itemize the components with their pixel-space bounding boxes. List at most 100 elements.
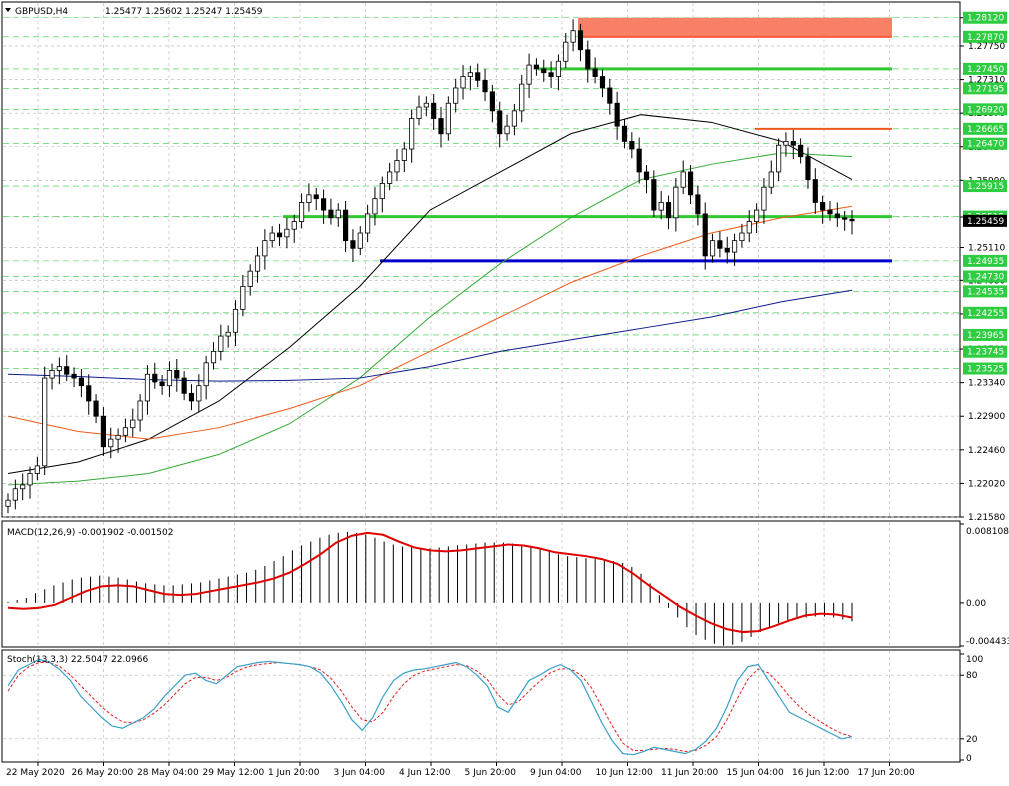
candle-body: [210, 350, 217, 364]
candle-body: [614, 102, 620, 127]
candle-body: [218, 335, 224, 352]
candle-body: [181, 377, 187, 394]
candle-body: [768, 171, 774, 188]
candle-body: [27, 473, 33, 486]
candle-body: [834, 213, 840, 219]
price-tick-label: 1.27310: [968, 76, 1005, 86]
candle-body: [790, 141, 796, 146]
time-tick-label: 26 May 20:00: [72, 768, 134, 778]
candle-body: [49, 370, 55, 379]
level-price-tag: [963, 82, 1007, 95]
candle-body: [357, 232, 363, 249]
candle-body: [188, 392, 195, 402]
candle-body: [313, 194, 319, 200]
candle-body: [240, 286, 246, 310]
candle-body: [350, 240, 356, 249]
candle-body: [746, 221, 752, 234]
time-tick-label: 9 Jun 04:00: [530, 768, 582, 778]
candle-body: [64, 366, 70, 375]
candle-body: [548, 72, 554, 77]
candle-body: [343, 209, 349, 242]
level-price-tag: [963, 180, 1007, 193]
candle-body: [820, 202, 826, 211]
candle-body: [680, 171, 686, 188]
candle-body: [607, 87, 613, 104]
candle-body: [108, 438, 114, 448]
level-price-label: 1.26665: [967, 125, 1004, 135]
level-price-tag: [963, 328, 1007, 341]
price-tick-label: 1.21580: [968, 513, 1005, 523]
macd-tick-label: 0.00: [966, 599, 986, 609]
level-layer: [283, 17, 892, 263]
level-price-tag: [963, 362, 1007, 375]
candle-body: [56, 366, 62, 371]
stoch-panel: [1, 649, 961, 763]
candle-body: [174, 370, 180, 379]
candle-body: [849, 218, 855, 222]
candle-body: [658, 202, 664, 211]
candle-body: [541, 68, 547, 74]
price-tick-label: 1.22900: [968, 412, 1005, 422]
time-tick-label: 15 Jun 04:00: [727, 768, 784, 778]
candle-body: [482, 79, 488, 93]
candle-body: [232, 308, 239, 333]
candle-body: [570, 30, 576, 43]
candle-body: [262, 240, 268, 257]
time-tick-label: 22 May 2020: [6, 768, 65, 778]
candle-body: [284, 228, 290, 238]
candle-body: [717, 240, 723, 249]
candle-body: [196, 385, 202, 402]
level-price-label: 1.26470: [967, 140, 1004, 150]
candle-body: [585, 49, 591, 70]
candle-body: [489, 91, 495, 112]
level-price-label: 1.24730: [967, 273, 1004, 283]
candle-body: [533, 64, 540, 70]
macd-tick-label: 0.008108: [966, 527, 1009, 537]
candle-body: [298, 202, 305, 222]
candle-body: [372, 198, 378, 215]
candle-body: [86, 385, 92, 402]
symbol-dropdown-icon[interactable]: [5, 8, 11, 12]
candle-body: [5, 499, 11, 507]
level-price-label: 1.27195: [967, 84, 1004, 94]
level-price-label: 1.24535: [967, 287, 1004, 297]
candle-body: [438, 118, 444, 135]
time-tick-label: 4 Jun 12:00: [399, 768, 451, 778]
candle-body: [511, 110, 517, 127]
candle-body: [71, 373, 77, 379]
time-axis: 22 May 2020 26 May 20:00 28 May 04:00 29 Ma…: [6, 762, 915, 778]
ma-orange-line: [7, 205, 853, 440]
macd-panel: [1, 520, 961, 648]
candle-body: [269, 232, 275, 242]
candle-body: [687, 171, 694, 196]
candle-body: [203, 362, 209, 387]
candle-body: [673, 186, 679, 219]
candle-body: [401, 148, 407, 161]
price-tick-label: 1.25110: [968, 244, 1005, 254]
candle-body: [724, 247, 730, 253]
candle-body: [504, 125, 510, 135]
candle-body: [144, 373, 151, 402]
candle-body: [225, 331, 231, 337]
level-price-tag: [963, 30, 1007, 43]
stoch-label: Stoch(13,3,3) 22.5047 22.0966: [7, 655, 148, 665]
level-price-tag: [963, 285, 1007, 298]
level-price-tag: [963, 137, 1007, 150]
candle-body: [100, 415, 106, 448]
candle-body: [599, 76, 606, 89]
candle-body: [665, 202, 672, 219]
price-tick-label: 1.23340: [968, 379, 1005, 389]
candle-body: [379, 182, 385, 200]
level-price-label: 1.24935: [967, 257, 1004, 267]
candle-body: [460, 76, 466, 89]
candle-body: [629, 141, 635, 150]
time-tick-label: 17 Jun 20:00: [858, 768, 915, 778]
ma-green-line: [7, 152, 853, 486]
level-price-label: 1.23745: [967, 348, 1004, 358]
candle-body: [754, 209, 760, 222]
candle-body: [130, 419, 136, 429]
stoch-main-line: [7, 658, 853, 756]
stoch-tick-label: 100: [966, 655, 983, 665]
candle-body: [416, 106, 422, 119]
